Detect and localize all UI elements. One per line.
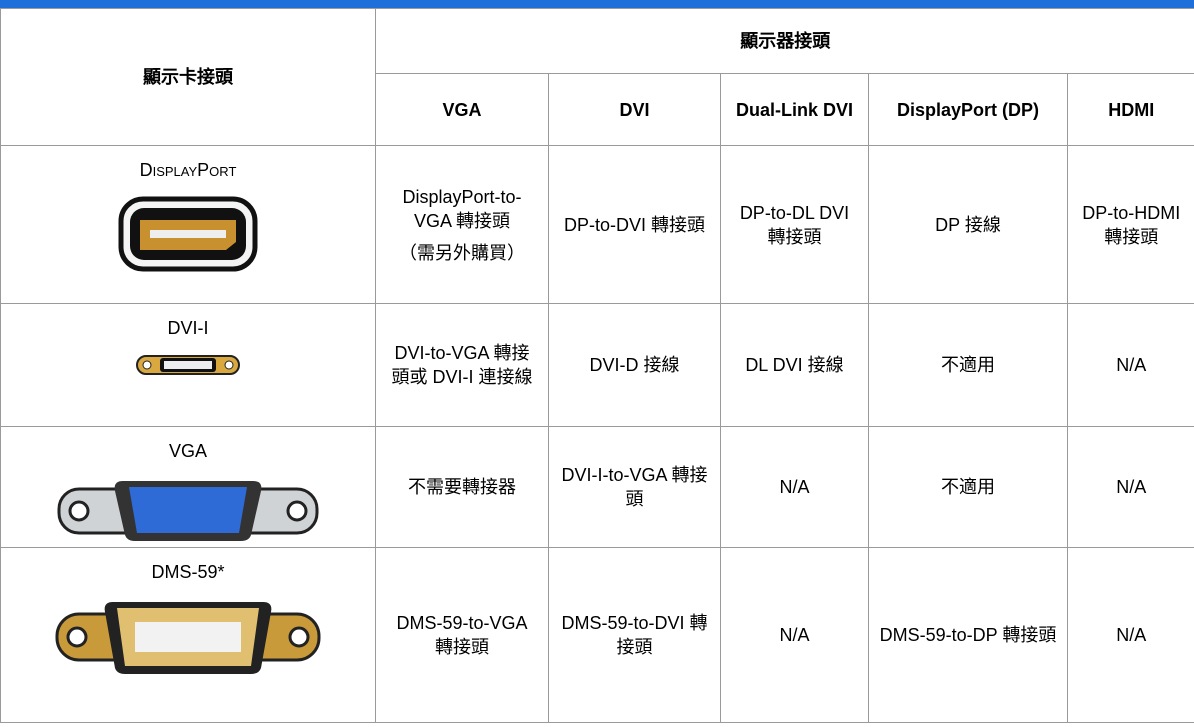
cell: 不適用 bbox=[868, 303, 1068, 427]
cell: DMS-59-to-VGA 轉接頭 bbox=[375, 547, 549, 723]
header-row: 顯示卡接頭 顯示器接頭 bbox=[0, 8, 1194, 146]
corner-header: 顯示卡接頭 bbox=[0, 8, 376, 146]
cell: 不需要轉接器 bbox=[375, 426, 549, 548]
cell: DVI-I-to-VGA 轉接頭 bbox=[548, 426, 721, 548]
column-header: HDMI bbox=[1066, 73, 1194, 146]
cell: DMS-59-to-DVI 轉接頭 bbox=[548, 547, 721, 723]
vga-icon bbox=[57, 481, 319, 541]
cell: N/A bbox=[1066, 426, 1194, 548]
connector-label: DisplayPort bbox=[139, 160, 237, 180]
group-header: 顯示器接頭 bbox=[374, 8, 1194, 74]
cell: DP-to-HDMI 轉接頭 bbox=[1066, 145, 1194, 304]
cell: DMS-59-to-DP 轉接頭 bbox=[868, 547, 1068, 723]
dvi-icon bbox=[136, 355, 240, 375]
cell: N/A bbox=[1066, 303, 1194, 427]
connector-label: VGA bbox=[168, 441, 207, 461]
cell: N/A bbox=[1066, 547, 1194, 723]
header-row: VGA DVI Dual-Link DVI DisplayPort (DP) H… bbox=[1, 73, 1194, 146]
cell: DVI-to-VGA 轉接頭或 DVI-I 連接線 bbox=[375, 303, 549, 427]
cell-note: （需另外購買） bbox=[399, 242, 525, 263]
row: DMS-59* DMS-59-to-VGA 轉接頭 DMS-59-to-DVI … bbox=[0, 547, 1194, 723]
row: DisplayPort DisplayPort-to-VGA 轉接頭 （需另外購買… bbox=[0, 145, 1194, 304]
column-header: VGA bbox=[375, 73, 549, 146]
cell: DP-to-DL DVI 轉接頭 bbox=[720, 145, 869, 304]
dms59-icon bbox=[55, 602, 321, 674]
column-header: DVI bbox=[548, 73, 721, 146]
connector-cell: DVI-I bbox=[0, 303, 376, 427]
connector-cell: VGA bbox=[0, 426, 376, 548]
connector-label: DVI-I bbox=[167, 318, 209, 338]
connector-cell: DisplayPort bbox=[0, 145, 376, 304]
connector-table: 顯示卡接頭 顯示器接頭 VGA DVI Dual-Link DVI Displa… bbox=[0, 8, 1194, 723]
cell: DP-to-DVI 轉接頭 bbox=[548, 145, 721, 304]
row: DVI-I DVI-to-VGA 轉接頭或 DVI-I 連接線 DVI-D 接線… bbox=[0, 303, 1194, 427]
column-header: DisplayPort (DP) bbox=[868, 73, 1068, 146]
column-header: Dual-Link DVI bbox=[720, 73, 869, 146]
top-bar bbox=[0, 0, 1194, 8]
displayport-icon bbox=[118, 196, 258, 272]
cell: 不適用 bbox=[868, 426, 1068, 548]
cell: DL DVI 接線 bbox=[720, 303, 869, 427]
cell: DVI-D 接線 bbox=[548, 303, 721, 427]
cell: DisplayPort-to-VGA 轉接頭 （需另外購買） bbox=[375, 145, 549, 304]
connector-label: DMS-59* bbox=[151, 562, 225, 582]
connector-cell: DMS-59* bbox=[0, 547, 376, 723]
cell: N/A bbox=[720, 426, 869, 548]
cell: N/A bbox=[720, 547, 869, 723]
cell: DP 接線 bbox=[868, 145, 1068, 304]
cell-text: DisplayPort-to-VGA 轉接頭 bbox=[402, 186, 522, 231]
row: VGA 不需要轉接器 DVI-I-to-VGA 轉接頭 N/A 不適用 N/A bbox=[0, 426, 1194, 548]
